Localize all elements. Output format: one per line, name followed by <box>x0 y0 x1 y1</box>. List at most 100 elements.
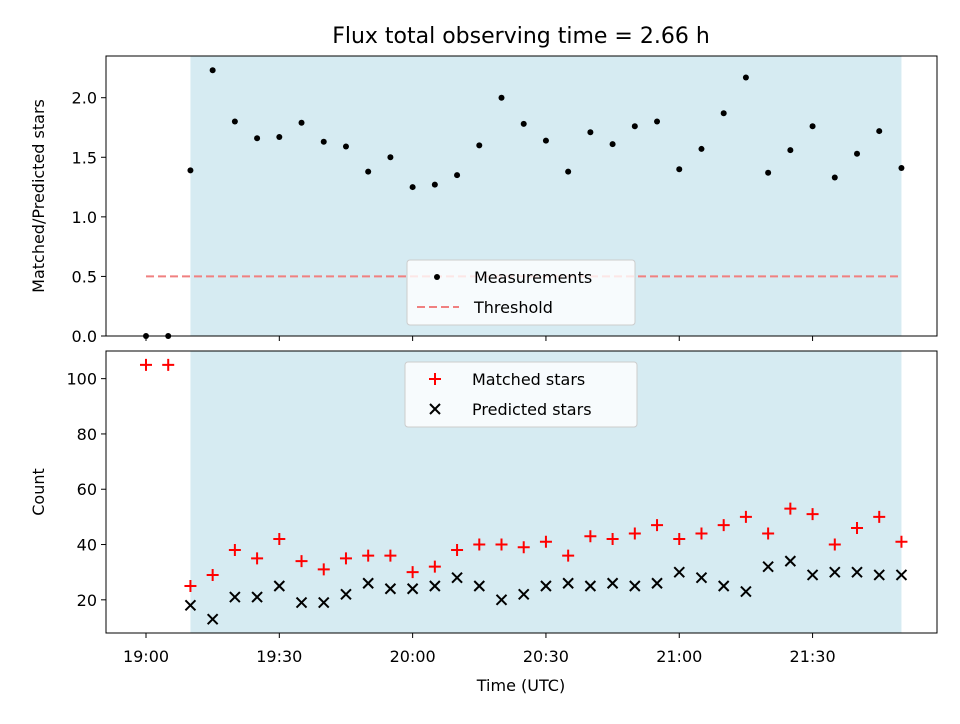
data-point <box>787 147 794 154</box>
data-point <box>562 577 574 589</box>
data-point <box>254 135 261 142</box>
data-point <box>276 134 283 141</box>
data-point <box>362 577 374 589</box>
legend-box <box>404 361 638 428</box>
data-point <box>876 128 883 135</box>
data-point <box>229 591 241 603</box>
data-point <box>762 560 774 573</box>
data-point <box>273 533 286 545</box>
y-tick-label: 1.5 <box>72 148 97 167</box>
data-point <box>631 123 638 130</box>
x-axis-label: Time (UTC) <box>476 676 565 695</box>
data-point <box>339 552 352 565</box>
data-point <box>739 510 752 523</box>
data-point <box>698 145 705 152</box>
data-point <box>387 154 394 161</box>
x-tick-label: 19:00 <box>123 647 169 666</box>
data-point <box>717 519 730 532</box>
series-predicted-stars <box>184 555 908 625</box>
data-point <box>409 184 416 191</box>
y-tick-label: 0.5 <box>72 267 97 286</box>
x-tick-label: 19:30 <box>256 647 302 666</box>
legend: Measurements Threshold <box>406 259 636 326</box>
data-point <box>676 166 683 173</box>
data-point <box>673 566 685 578</box>
data-point <box>806 508 819 521</box>
data-point <box>139 358 152 371</box>
series-matched-stars <box>139 358 908 592</box>
data-point <box>384 549 397 562</box>
data-point <box>518 588 530 601</box>
plot-frame <box>105 55 938 337</box>
x-tick-label: 20:30 <box>523 647 569 666</box>
data-point <box>717 580 730 592</box>
data-point <box>809 123 816 130</box>
data-point <box>673 533 686 545</box>
data-point <box>406 583 419 595</box>
data-point <box>565 168 572 175</box>
y-tick-label: 80 <box>77 425 97 444</box>
data-point <box>273 580 286 592</box>
data-point <box>651 519 664 532</box>
y-tick-label: 40 <box>77 536 97 555</box>
data-point <box>587 129 594 136</box>
y-tick-label: 0.0 <box>72 327 97 346</box>
y-axis-label: Count <box>29 468 48 516</box>
data-point <box>317 563 330 576</box>
data-point <box>298 119 305 126</box>
y-tick-label: 100 <box>66 370 97 389</box>
data-point <box>498 94 505 101</box>
data-point <box>784 502 797 515</box>
data-point <box>451 544 464 557</box>
data-point <box>520 120 527 127</box>
data-point <box>542 137 549 144</box>
data-point <box>873 569 885 581</box>
data-point <box>318 596 330 609</box>
legend-label: Measurements <box>474 268 592 287</box>
data-point <box>762 527 775 540</box>
data-point <box>584 580 597 592</box>
data-point <box>895 535 908 548</box>
data-point <box>540 580 552 592</box>
data-point <box>784 555 797 567</box>
data-point <box>251 552 264 565</box>
data-point <box>517 541 530 554</box>
y-tick-label: 2.0 <box>72 89 97 108</box>
y-tick-label: 20 <box>77 591 97 610</box>
data-point <box>851 521 864 534</box>
data-point <box>584 530 597 543</box>
data-point <box>451 571 463 584</box>
data-point <box>206 568 219 581</box>
legend-label: Threshold <box>473 298 553 317</box>
legend-marker <box>429 373 441 385</box>
data-point <box>898 165 905 171</box>
data-point <box>320 138 327 145</box>
legend-marker <box>434 274 440 280</box>
data-point <box>362 549 375 562</box>
data-point <box>231 118 238 125</box>
data-point <box>765 169 772 176</box>
data-point <box>806 569 819 581</box>
data-point <box>365 168 372 175</box>
y-tick-label: 1.0 <box>72 208 97 227</box>
data-point <box>495 594 508 606</box>
data-point <box>206 613 219 625</box>
data-point <box>476 142 483 149</box>
data-point <box>720 110 727 117</box>
data-point <box>251 591 263 603</box>
data-point <box>495 538 508 551</box>
data-point <box>454 172 461 179</box>
data-point <box>695 571 708 584</box>
y-tick-label: 60 <box>77 480 97 499</box>
data-point <box>228 544 241 557</box>
data-point <box>828 538 841 551</box>
data-point <box>162 358 175 371</box>
data-point <box>473 538 486 551</box>
data-point <box>184 599 197 612</box>
data-point <box>742 74 749 81</box>
data-point <box>654 118 661 125</box>
legend: Matched stars Predicted stars <box>404 361 638 428</box>
data-point <box>342 143 349 150</box>
data-point <box>695 527 708 540</box>
